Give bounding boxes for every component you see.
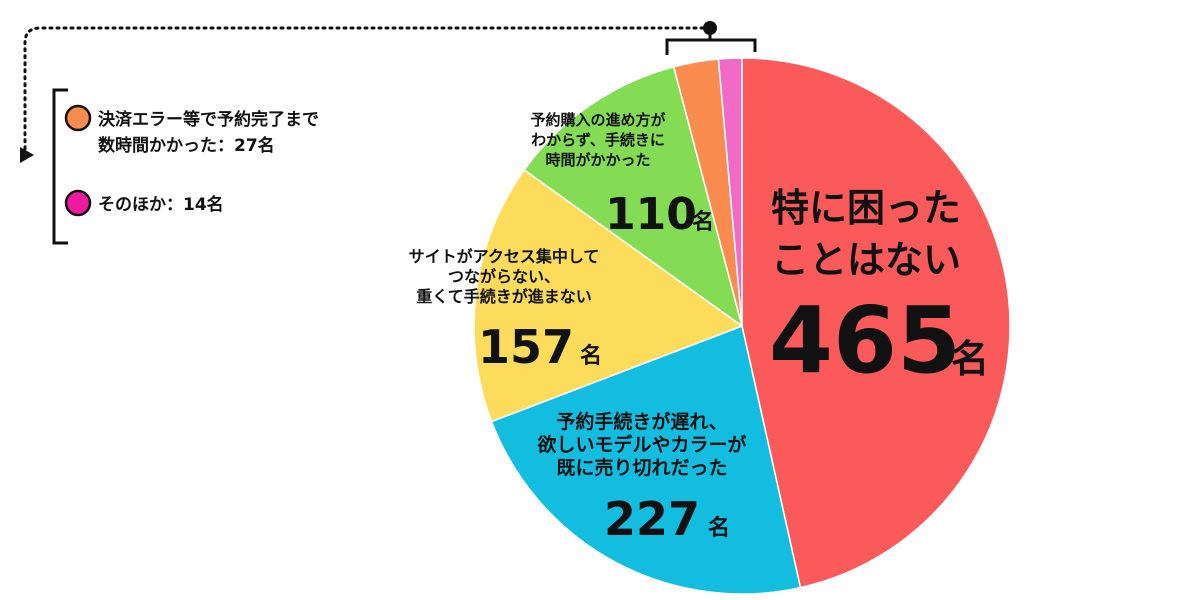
slice-unit: 名	[580, 343, 602, 369]
bracket-dot	[703, 21, 717, 35]
pie-slice-2	[473, 168, 744, 423]
slice-value: 157	[478, 320, 574, 374]
slice-value: 227	[604, 492, 700, 546]
slice-label-line: サイトがアクセス集中して	[409, 247, 600, 266]
legend-label-line: 数時間かかった：27名	[98, 135, 275, 156]
slice-label-line: わからず、手続きに	[531, 131, 665, 149]
legend-swatch	[64, 189, 92, 217]
slice-label-line: 時間がかかった	[545, 151, 650, 169]
connector-arrow-icon	[20, 147, 34, 163]
slice-unit: 名	[708, 515, 730, 541]
slice-label-line: つながらない、	[448, 267, 560, 286]
slice-label-line: 予約購入の進め方が	[530, 111, 666, 129]
dotted-connector	[23, 26, 705, 154]
pie-slice-1	[490, 324, 802, 595]
legend-label-line: 決済エラー等で予約完了まで	[98, 109, 319, 130]
slice-value: 110	[605, 189, 697, 240]
slice-label-line: ことはない	[771, 238, 961, 282]
pie-slice-5	[717, 57, 743, 327]
bracket-line	[665, 38, 757, 55]
slice-label-line: 欲しいモデルやカラーが	[536, 433, 746, 456]
pie-slice-0	[741, 57, 1011, 589]
slice-value: 465	[769, 287, 961, 394]
legend-swatch	[64, 104, 92, 132]
small-slices-bracket	[665, 21, 757, 55]
slice-unit: 名	[692, 209, 714, 235]
pie-slice-3	[523, 65, 744, 328]
slice-label-line: 予約手続きが遅れ、	[556, 410, 727, 433]
slice-unit: 名	[951, 337, 989, 381]
legend-bracket	[52, 88, 68, 245]
slice-label-line: 既に売り切れだった	[556, 456, 727, 479]
slice-label-line: 特に困った	[771, 186, 961, 230]
slice-label-line: 重くて手続きが進まない	[416, 287, 592, 306]
legend-label-line: そのほか：14名	[98, 194, 224, 215]
